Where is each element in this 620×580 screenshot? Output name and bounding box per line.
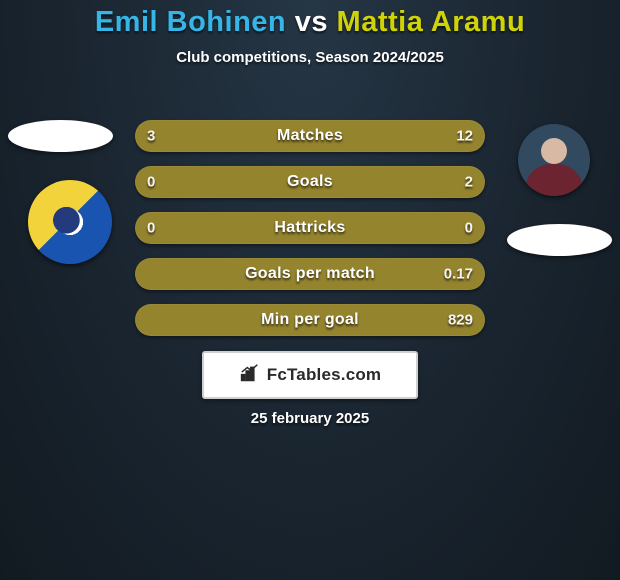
branding-text: FcTables.com [267, 365, 382, 385]
stat-label: Hattricks [274, 219, 345, 237]
title-vs: vs [295, 6, 328, 38]
stat-right-value: 829 [448, 312, 473, 329]
stat-row-hattricks: 0 Hattricks 0 [135, 212, 485, 244]
stat-left-value: 0 [147, 174, 155, 191]
player-a-club-crest [28, 180, 112, 264]
chart-icon [239, 362, 261, 389]
stats-container: 3 Matches 12 0 Goals 2 0 Hattricks 0 Goa… [135, 120, 485, 336]
player-a-oval-placeholder [8, 120, 113, 152]
stat-right-value: 0.17 [444, 266, 473, 283]
player-b-name: Mattia Aramu [337, 6, 526, 38]
stat-right-value: 12 [456, 128, 473, 145]
player-b-oval-placeholder [507, 224, 612, 256]
stat-left-value: 3 [147, 128, 155, 145]
player-a-name: Emil Bohinen [95, 6, 286, 38]
stat-left-value: 0 [147, 220, 155, 237]
page-title: Emil Bohinen vs Mattia Aramu [0, 0, 620, 39]
stat-label: Matches [277, 127, 343, 145]
branding-box: FcTables.com [202, 351, 418, 399]
player-b-portrait [518, 124, 590, 196]
stat-label: Goals [287, 173, 333, 191]
stat-right-value: 2 [465, 174, 473, 191]
stat-right-value: 0 [465, 220, 473, 237]
stat-label: Min per goal [261, 311, 359, 329]
comparison-card: Emil Bohinen vs Mattia Aramu Club compet… [0, 0, 620, 580]
subtitle: Club competitions, Season 2024/2025 [0, 49, 620, 66]
stat-row-matches: 3 Matches 12 [135, 120, 485, 152]
stat-row-min-per-goal: Min per goal 829 [135, 304, 485, 336]
stat-label: Goals per match [245, 265, 375, 283]
stat-row-goals-per-match: Goals per match 0.17 [135, 258, 485, 290]
stat-row-goals: 0 Goals 2 [135, 166, 485, 198]
date-label: 25 february 2025 [0, 410, 620, 427]
